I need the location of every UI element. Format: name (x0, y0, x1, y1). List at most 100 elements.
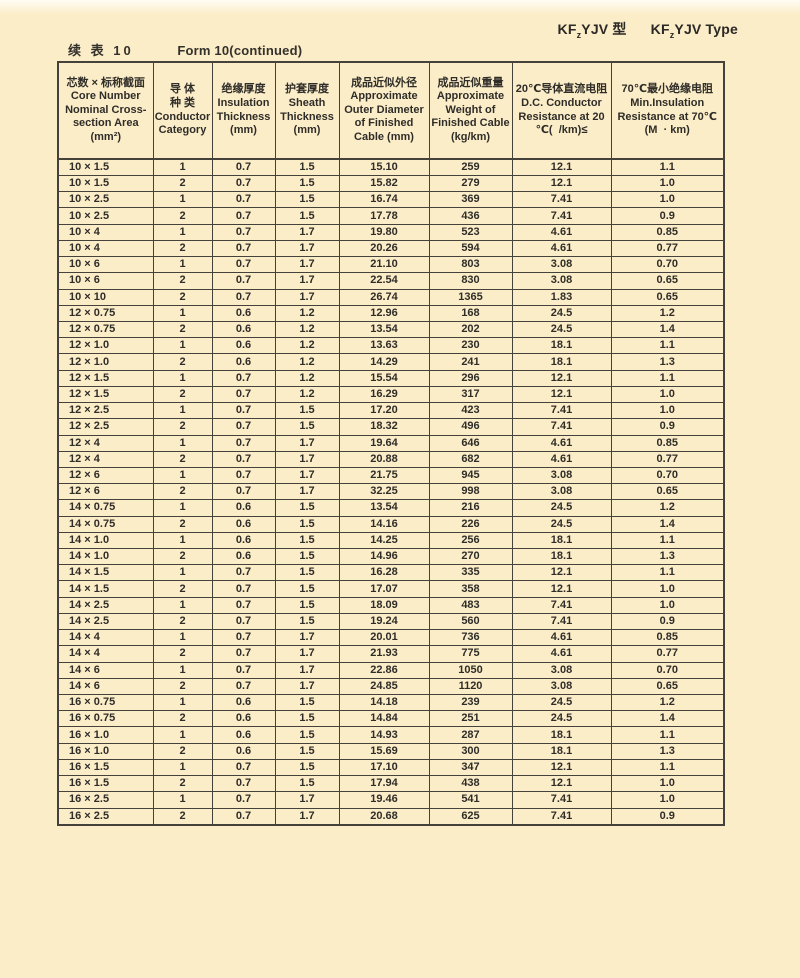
dc-resistance-cell: 3.08 (511, 466, 612, 485)
header-line: (mm) (230, 124, 257, 137)
sheath-thickness-cell: 1.5 (274, 693, 340, 712)
sheath-thickness-cell: 1.5 (274, 191, 340, 209)
conductor-category-cell: 2 (152, 775, 213, 793)
core-size-cell: 10 × 6 (57, 256, 154, 274)
core-size-cell: 10 × 2.5 (57, 191, 154, 209)
header-row: 芯数 × 标称截面 Core Number Nominal Cross-sectio… (57, 61, 725, 160)
header-line: 绝缘厚度 (221, 83, 266, 96)
core-size-cell: 10 × 4 (57, 239, 154, 258)
sheath-thickness-cell: 1.2 (274, 320, 340, 339)
dc-resistance-cell: 4.61 (511, 645, 612, 663)
conductor-category-cell: 2 (152, 807, 213, 826)
core-size-cell: 16 × 1.5 (57, 775, 154, 793)
insulation-thickness-cell: 0.7 (211, 418, 276, 436)
outer-diameter-cell: 14.96 (338, 548, 430, 566)
table-row: 14 × 4 1 0.7 1.7 20.01 736 4.61 0.85 (57, 629, 725, 647)
outer-diameter-cell: 19.80 (338, 223, 430, 241)
header-line: D.C. Conductor (521, 96, 602, 109)
sheath-thickness-cell: 1.5 (274, 564, 340, 582)
core-size-cell: 16 × 0.75 (57, 710, 154, 728)
core-size-cell: 12 × 1.0 (57, 353, 154, 371)
table-row: 10 × 6 1 0.7 1.7 21.10 803 3.08 0.70 (57, 256, 725, 274)
dc-resistance-cell: 4.61 (511, 223, 612, 241)
header-line: 20℃导体直流电阻 (515, 83, 608, 96)
outer-diameter-cell: 19.64 (338, 434, 430, 452)
conductor-category-cell: 2 (152, 483, 213, 501)
table-row: 16 × 2.5 2 0.7 1.7 20.68 625 7.41 0.9 (57, 807, 725, 826)
outer-diameter-cell: 12.96 (338, 304, 430, 322)
outer-diameter-cell: 16.29 (338, 385, 430, 404)
insulation-thickness-cell: 0.7 (211, 369, 276, 387)
conductor-category-cell: 2 (152, 385, 213, 404)
min-insulation-resistance-cell: 1.3 (610, 548, 725, 566)
table-row: 10 × 2.5 2 0.7 1.5 17.78 436 7.41 0.9 (57, 207, 725, 225)
core-size-cell: 12 × 6 (57, 483, 154, 501)
table-row: 14 × 2.5 2 0.7 1.5 19.24 560 7.41 0.9 (57, 612, 725, 631)
table-caption-en: Form 10(continued) (177, 43, 303, 58)
sheath-thickness-cell: 1.7 (274, 288, 340, 306)
conductor-category-cell: 2 (152, 548, 213, 566)
conductor-category-cell: 1 (152, 256, 213, 274)
min-insulation-resistance-cell: 1.0 (610, 191, 725, 209)
insulation-thickness-cell: 0.7 (211, 450, 276, 468)
core-size-cell: 14 × 1.0 (57, 548, 154, 566)
dc-resistance-cell: 4.61 (511, 450, 612, 468)
insulation-thickness-cell: 0.6 (211, 337, 276, 355)
weight-cell: 168 (428, 304, 513, 322)
core-size-cell: 14 × 2.5 (57, 596, 154, 614)
table-row: 10 × 2.5 1 0.7 1.5 16.74 369 7.41 1.0 (57, 191, 725, 209)
insulation-thickness-cell: 0.6 (211, 693, 276, 712)
weight-cell: 594 (428, 239, 513, 258)
min-insulation-resistance-cell: 0.77 (610, 450, 725, 468)
outer-diameter-cell: 16.74 (338, 191, 430, 209)
weight-cell: 436 (428, 207, 513, 225)
dc-resistance-cell: 3.08 (511, 483, 612, 501)
outer-diameter-cell: 14.29 (338, 353, 430, 371)
table-row: 12 × 6 2 0.7 1.7 32.25 998 3.08 0.65 (57, 483, 725, 501)
table-row: 10 × 4 2 0.7 1.7 20.26 594 4.61 0.77 (57, 239, 725, 258)
dc-resistance-cell: 12.1 (511, 385, 612, 404)
weight-cell: 625 (428, 807, 513, 826)
weight-cell: 736 (428, 629, 513, 647)
weight-cell: 270 (428, 548, 513, 566)
outer-diameter-cell: 15.69 (338, 742, 430, 760)
core-size-cell: 12 × 4 (57, 434, 154, 452)
insulation-thickness-cell: 0.6 (211, 515, 276, 533)
insulation-thickness-cell: 0.6 (211, 710, 276, 728)
conductor-category-cell: 2 (152, 353, 213, 371)
weight-cell: 560 (428, 612, 513, 631)
core-size-cell: 16 × 2.5 (57, 791, 154, 809)
conductor-category-cell: 2 (152, 710, 213, 728)
cable-type-title: KFzYJV 型 KFzYJV Type (558, 19, 738, 39)
conductor-category-cell: 1 (152, 693, 213, 712)
core-size-cell: 12 × 0.75 (57, 304, 154, 322)
dc-resistance-cell: 18.1 (511, 531, 612, 550)
insulation-thickness-cell: 0.6 (211, 320, 276, 339)
header-line: Outer Diameter (344, 103, 424, 116)
min-insulation-resistance-cell: 0.9 (610, 207, 725, 225)
conductor-category-cell: 1 (152, 499, 213, 517)
dc-resistance-cell: 3.08 (511, 677, 612, 696)
outer-diameter-cell: 14.25 (338, 531, 430, 550)
weight-cell: 239 (428, 693, 513, 712)
insulation-thickness-cell: 0.7 (211, 580, 276, 598)
sheath-thickness-cell: 1.7 (274, 466, 340, 485)
table-row: 16 × 1.0 1 0.6 1.5 14.93 287 18.1 1.1 (57, 726, 725, 744)
conductor-category-cell: 1 (152, 434, 213, 452)
min-insulation-resistance-cell: 0.65 (610, 677, 725, 696)
insulation-thickness-cell: 0.7 (211, 434, 276, 452)
outer-diameter-cell: 24.85 (338, 677, 430, 696)
min-insulation-resistance-cell: 0.70 (610, 466, 725, 485)
column-header-conductor-category: 导 体种 类 Conductor Category (152, 61, 213, 160)
dc-resistance-cell: 18.1 (511, 726, 612, 744)
dc-resistance-cell: 12.1 (511, 758, 612, 777)
min-insulation-resistance-cell: 0.9 (610, 807, 725, 826)
sheath-thickness-cell: 1.5 (274, 158, 340, 176)
dc-resistance-cell: 7.41 (511, 596, 612, 614)
dc-resistance-cell: 24.5 (511, 515, 612, 533)
conductor-category-cell: 1 (152, 629, 213, 647)
table-row: 16 × 0.75 2 0.6 1.5 14.84 251 24.5 1.4 (57, 710, 725, 728)
min-insulation-resistance-cell: 1.4 (610, 710, 725, 728)
header-line: 70℃最小绝缘电阻 (621, 83, 714, 96)
core-size-cell: 10 × 1.5 (57, 174, 154, 193)
